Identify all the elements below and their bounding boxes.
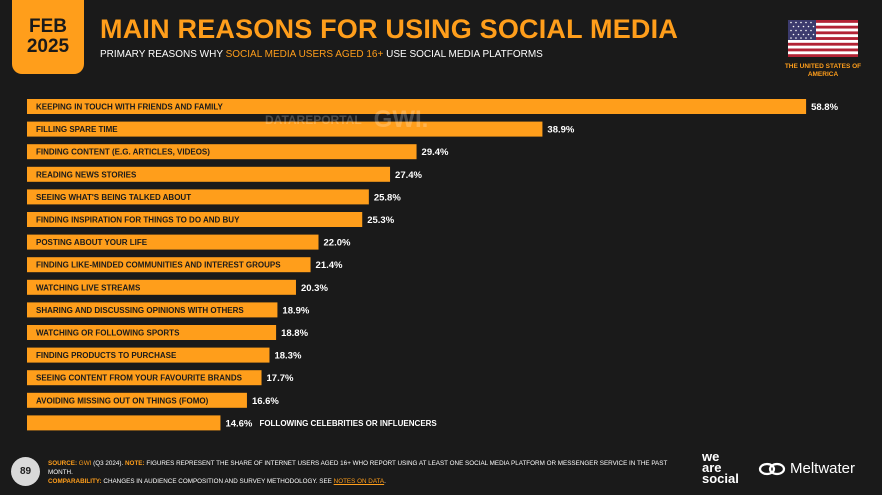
note-text: FIGURES REPRESENT THE SHARE OF INTERNET … — [48, 460, 668, 476]
bar-value-label: 18.8% — [281, 328, 308, 339]
bar-value-label: 17.7% — [267, 373, 294, 384]
bar-value-label: 27.4% — [395, 170, 422, 181]
logo-are: are — [702, 460, 722, 475]
meltwater-icon — [758, 462, 786, 475]
meltwater-wordmark: Meltwater — [790, 460, 856, 477]
bar-category-label: FOLLOWING CELEBRITIES OR INFLUENCERS — [259, 419, 437, 428]
comparability-text: CHANGES IN AUDIENCE COMPOSITION AND SURV… — [101, 478, 334, 485]
bar-category-label: AVOIDING MISSING OUT ON THINGS (FOMO) — [36, 396, 209, 405]
bar — [27, 279, 296, 295]
watermark: DATAREPORTAL GWI. — [265, 106, 428, 134]
bar-value-label: 58.8% — [811, 102, 838, 113]
page-subtitle: PRIMARY REASONS WHY SOCIAL MEDIA USERS A… — [100, 49, 543, 60]
footer-notes: SOURCE: GWI (Q3 2024). NOTE: FIGURES REP… — [48, 459, 688, 486]
bar-value-label: 22.0% — [324, 238, 351, 249]
bar-value-label: 20.3% — [301, 283, 328, 294]
bar — [27, 189, 369, 205]
subtitle-pre: PRIMARY REASONS WHY — [100, 49, 226, 60]
we-are-social-logo: we are social — [702, 449, 739, 486]
bar-value-label: 18.3% — [274, 351, 301, 362]
watermark-datareportal: DATAREPORTAL — [265, 113, 362, 127]
page-number: 89 — [11, 457, 40, 486]
badge-year: 2025 — [26, 36, 70, 57]
bar — [27, 212, 363, 227]
footer-end: . — [384, 478, 386, 485]
bar-value-label: 25.8% — [374, 192, 401, 203]
bar — [27, 166, 391, 182]
bar-value-label: 25.3% — [367, 215, 394, 226]
bar-category-label: SEEING CONTENT FROM YOUR FAVOURITE BRAND… — [36, 374, 243, 383]
bar — [27, 325, 277, 340]
meltwater-logo: Meltwater — [758, 460, 855, 477]
bar-value-label: 18.9% — [282, 305, 309, 316]
bar — [27, 144, 417, 160]
bar — [27, 121, 543, 137]
bar-category-label: FILLING SPARE TIME — [36, 125, 118, 134]
bar — [27, 392, 247, 408]
notes-on-data-link[interactable]: NOTES ON DATA — [333, 478, 385, 485]
source-label: SOURCE: — [48, 460, 78, 467]
comparability-label: COMPARABILITY: — [48, 478, 102, 485]
bar-value-label: 38.9% — [547, 125, 574, 136]
logo-we: we — [702, 449, 720, 464]
bar-category-label: SHARING AND DISCUSSING OPINIONS WITH OTH… — [36, 306, 244, 315]
source-brand: GWI — [78, 460, 92, 467]
bar-category-label: WATCHING LIVE STREAMS — [36, 283, 141, 292]
bar-value-label: 16.6% — [252, 396, 279, 407]
bar-value-label: 21.4% — [316, 260, 343, 271]
bar — [27, 99, 807, 114]
bar — [27, 347, 270, 363]
country-label: THE UNITED STATES OF AMERICA — [784, 63, 862, 78]
bar-category-label: KEEPING IN TOUCH WITH FRIENDS AND FAMILY — [36, 103, 223, 112]
date-badge: FEB 2025 — [12, 0, 84, 74]
subtitle-post: USE SOCIAL MEDIA PLATFORMS — [383, 49, 543, 60]
bar-value-label: 29.4% — [422, 147, 449, 158]
bar-category-label: POSTING ABOUT YOUR LIFE — [36, 238, 148, 247]
bar — [27, 370, 262, 386]
us-flag-icon — [788, 20, 858, 57]
bar-category-label: FINDING LIKE-MINDED COMMUNITIES AND INTE… — [36, 261, 281, 270]
bar — [27, 415, 221, 431]
source-text: (Q3 2024). — [91, 460, 125, 467]
bar — [27, 302, 278, 318]
bar — [27, 257, 311, 273]
logo-social: social — [702, 471, 739, 486]
note-label: NOTE: — [125, 460, 145, 467]
bar-category-label: FINDING INSPIRATION FOR THINGS TO DO AND… — [36, 216, 240, 225]
subtitle-highlight: SOCIAL MEDIA USERS AGED 16+ — [225, 49, 384, 60]
badge-month: FEB — [29, 16, 67, 37]
watermark-gwi: GWI. — [373, 106, 429, 133]
page-title: MAIN REASONS FOR USING SOCIAL MEDIA — [100, 14, 679, 44]
bar-category-label: FINDING PRODUCTS TO PURCHASE — [36, 351, 177, 360]
bar-category-label: SEEING WHAT'S BEING TALKED ABOUT — [36, 193, 191, 202]
bar-value-label: 14.6% — [225, 418, 252, 429]
bar-category-label: FINDING CONTENT (E.G. ARTICLES, VIDEOS) — [36, 148, 210, 157]
bar-category-label: READING NEWS STORIES — [36, 170, 137, 179]
bar — [27, 234, 319, 250]
bar-category-label: WATCHING OR FOLLOWING SPORTS — [36, 329, 180, 338]
